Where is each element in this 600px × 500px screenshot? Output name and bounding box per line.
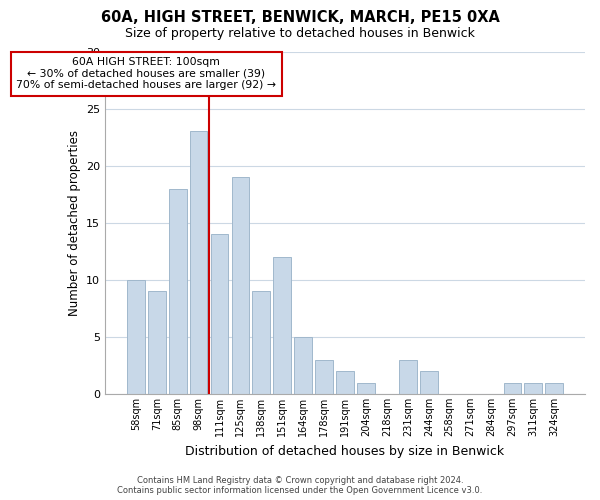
Bar bbox=[524, 382, 542, 394]
Bar bbox=[148, 292, 166, 394]
Bar bbox=[315, 360, 333, 394]
Bar bbox=[190, 132, 208, 394]
Bar bbox=[503, 382, 521, 394]
Text: 60A HIGH STREET: 100sqm
← 30% of detached houses are smaller (39)
70% of semi-de: 60A HIGH STREET: 100sqm ← 30% of detache… bbox=[16, 57, 276, 90]
Text: Size of property relative to detached houses in Benwick: Size of property relative to detached ho… bbox=[125, 28, 475, 40]
Bar bbox=[420, 371, 437, 394]
Bar bbox=[545, 382, 563, 394]
Bar bbox=[127, 280, 145, 394]
Bar bbox=[295, 337, 312, 394]
Bar bbox=[357, 382, 375, 394]
Bar bbox=[169, 188, 187, 394]
Bar bbox=[211, 234, 229, 394]
Bar bbox=[336, 371, 354, 394]
Bar bbox=[253, 292, 270, 394]
Bar bbox=[232, 177, 250, 394]
X-axis label: Distribution of detached houses by size in Benwick: Distribution of detached houses by size … bbox=[185, 444, 505, 458]
Text: Contains HM Land Registry data © Crown copyright and database right 2024.: Contains HM Land Registry data © Crown c… bbox=[137, 476, 463, 485]
Text: Contains public sector information licensed under the Open Government Licence v3: Contains public sector information licen… bbox=[118, 486, 482, 495]
Text: 60A, HIGH STREET, BENWICK, MARCH, PE15 0XA: 60A, HIGH STREET, BENWICK, MARCH, PE15 0… bbox=[101, 10, 499, 25]
Bar bbox=[399, 360, 417, 394]
Bar bbox=[274, 257, 291, 394]
Y-axis label: Number of detached properties: Number of detached properties bbox=[68, 130, 80, 316]
